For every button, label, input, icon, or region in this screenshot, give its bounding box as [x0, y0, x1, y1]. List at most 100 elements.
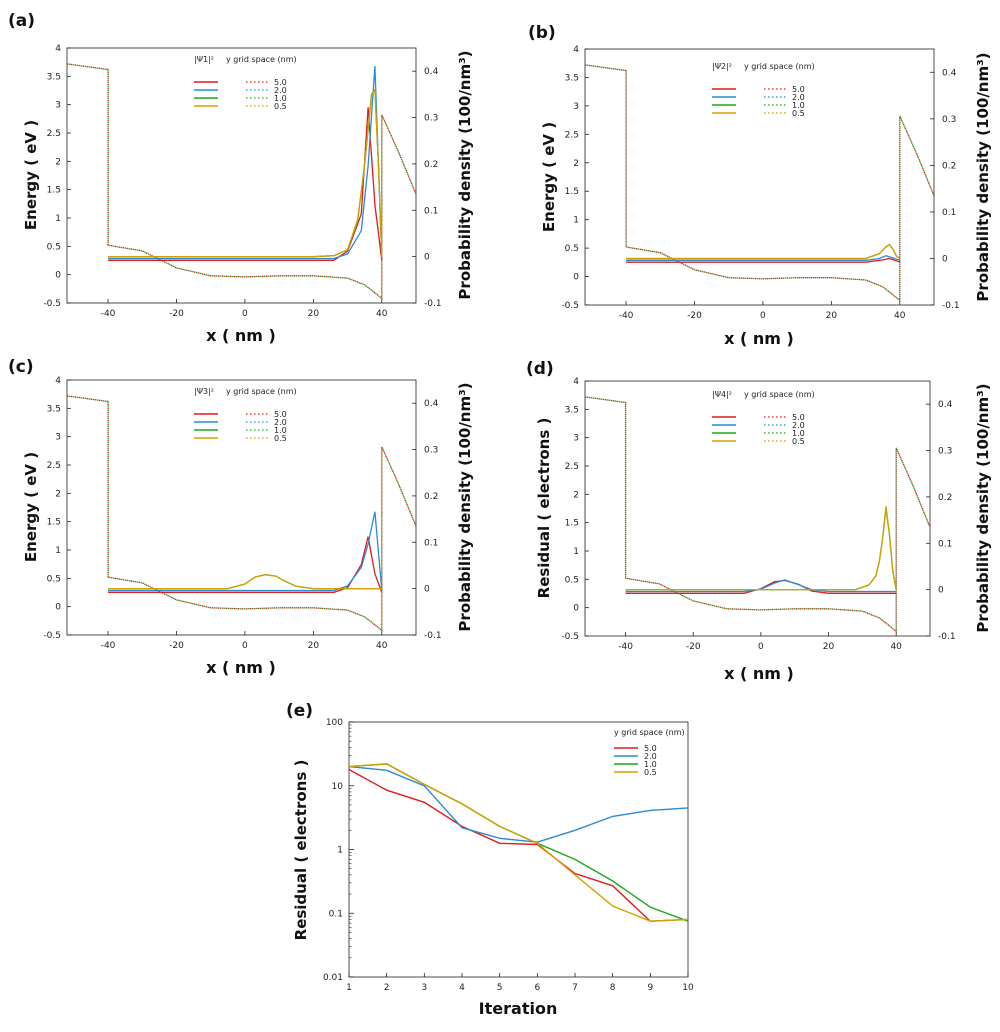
legend-title: y grid space (nm): [614, 728, 685, 737]
y-tick-label: 0.01: [323, 973, 343, 983]
density-series-line: [108, 87, 383, 258]
y2-tick-label: 0.3: [424, 114, 438, 124]
y2-tick-label: 0.4: [424, 399, 439, 409]
density-series-line: [108, 107, 383, 261]
y2-tick-label: 0.1: [942, 208, 956, 218]
y-tick-label: 3: [573, 434, 579, 444]
x-tick-label: 0: [758, 642, 764, 652]
x-tick-label: -40: [619, 311, 634, 321]
x-tick-label: -20: [687, 311, 702, 321]
y-tick-label: 10: [332, 782, 344, 792]
y-tick-label: 2.5: [565, 462, 579, 472]
y2-tick-label: 0.3: [938, 447, 952, 457]
y2-tick-label: 0: [942, 254, 948, 264]
x-axis-label: Iteration: [479, 999, 558, 1018]
x-tick-label: 0: [242, 641, 248, 651]
legend-entry: 2.0: [274, 86, 287, 95]
legend-entry: 0.5: [792, 109, 805, 118]
y2-tick-label: 0.4: [942, 68, 957, 78]
legend-title: y grid space (nm): [226, 387, 297, 396]
legend-entry: 5.0: [792, 85, 805, 94]
y-tick-label: 2.5: [47, 461, 61, 471]
legend-entry: 0.5: [274, 434, 287, 443]
x-tick-label: 5: [497, 983, 503, 993]
y-tick-label: 1: [573, 547, 579, 557]
y-tick-label: 2: [55, 489, 61, 499]
panel-b: (b) x ( nm ) Energy ( eV ) Probability d…: [528, 23, 992, 348]
legend-entry: 1.0: [274, 426, 287, 435]
x-tick-label: 40: [376, 641, 388, 651]
y2-tick-label: 0.2: [938, 493, 952, 503]
y-tick-label: -0.5: [43, 631, 61, 641]
plot-frame: [584, 380, 931, 637]
x-tick-label: -40: [618, 642, 633, 652]
y-tick-label: -0.5: [43, 299, 61, 309]
density-series-line: [108, 536, 383, 593]
energy-profile-line: [66, 395, 417, 632]
plot-frame: [348, 721, 689, 978]
x-tick-label: 40: [890, 642, 902, 652]
y2-tick-label: 0.1: [424, 538, 438, 548]
y-tick-label: 1.5: [565, 519, 579, 529]
y-tick-label: 3.5: [565, 405, 579, 415]
x-axis-label: x ( nm ): [724, 664, 794, 683]
legend-entry: 1.0: [644, 760, 657, 769]
y2-tick-label: -0.1: [942, 301, 960, 311]
y-tick-label: 2.5: [47, 129, 61, 139]
y2-tick-label: 0.3: [942, 115, 956, 125]
density-series-line: [626, 257, 901, 263]
y2-tick-label: 0.2: [942, 161, 956, 171]
x-tick-label: 20: [823, 642, 835, 652]
x-tick-label: 7: [572, 983, 578, 993]
y-tick-label: 0.5: [47, 574, 61, 584]
density-series-line: [625, 506, 897, 591]
density-series-line: [625, 579, 897, 593]
x-tick-label: -40: [101, 309, 116, 319]
y2-tick-label: 0.4: [424, 67, 439, 77]
density-series-line: [108, 574, 382, 590]
y-tick-label: 4: [573, 45, 579, 55]
y-tick-label: 0.5: [47, 242, 61, 252]
legend-entry: 0.5: [792, 437, 805, 446]
residual-series-line: [348, 765, 689, 843]
x-tick-label: -20: [686, 642, 701, 652]
legend-entry: 5.0: [644, 744, 657, 753]
y-tick-label: 0: [573, 604, 579, 614]
x-tick-label: 20: [826, 311, 838, 321]
x-tick-label: 0: [760, 311, 766, 321]
panel-a: (a) x ( nm ) Energy ( eV ) Probability d…: [8, 11, 474, 345]
legend-entry: 1.0: [792, 429, 805, 438]
y-tick-label: 2: [55, 157, 61, 167]
y2-tick-label: 0.2: [424, 160, 438, 170]
legend-wavefunction: |Ψ4|²: [712, 390, 732, 399]
panel-label: (c): [8, 357, 34, 377]
x-tick-label: 2: [384, 983, 390, 993]
x-tick-label: 0: [242, 309, 248, 319]
y2-axis-label: Probability density (100/nm³): [974, 383, 992, 632]
legend-title: y grid space (nm): [744, 390, 815, 399]
density-series-line: [108, 511, 383, 592]
y-tick-label: 0.5: [565, 575, 579, 585]
panel-label: (d): [526, 359, 554, 379]
y-tick-label: 3.5: [565, 73, 579, 83]
panel-label: (a): [8, 11, 35, 31]
y-tick-label: 1.5: [47, 518, 61, 528]
panel-label: (b): [528, 23, 556, 43]
legend-entry: 1.0: [792, 101, 805, 110]
y2-axis-label: Probability density (100/nm³): [456, 382, 474, 631]
energy-profile-line: [584, 64, 935, 302]
density-series-line: [108, 574, 382, 590]
legend-entry: 5.0: [274, 78, 287, 87]
y-tick-label: -0.5: [561, 301, 579, 311]
legend-title: y grid space (nm): [744, 62, 815, 71]
x-tick-label: -40: [101, 641, 116, 651]
y2-tick-label: 0.1: [938, 539, 952, 549]
y2-tick-label: 0.1: [424, 206, 438, 216]
y-tick-label: 3: [55, 433, 61, 443]
panel-label: (e): [286, 701, 313, 721]
energy-profile-line: [584, 64, 935, 302]
y-axis-label: Energy ( eV ): [540, 122, 558, 232]
y2-axis-label: Probability density (100/nm³): [456, 50, 474, 299]
y2-tick-label: 0: [424, 253, 430, 263]
y2-tick-label: 0.4: [938, 400, 953, 410]
